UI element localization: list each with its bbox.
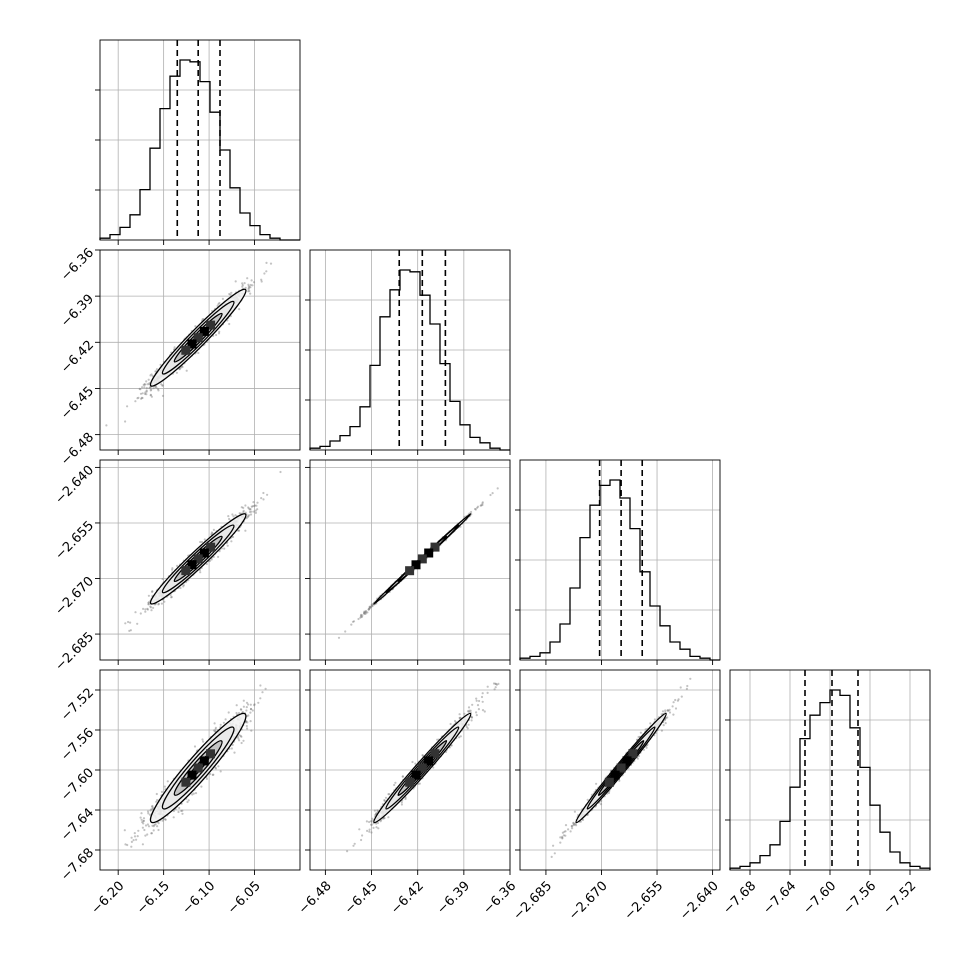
x-tick-label-p2: −2.640 bbox=[677, 879, 722, 924]
y-tick-label-p1: −6.42 bbox=[58, 338, 97, 377]
density-cells bbox=[604, 749, 638, 787]
density-cell bbox=[206, 320, 216, 330]
histogram-panel-p0 bbox=[95, 39, 301, 245]
density-cell bbox=[622, 756, 632, 766]
density-cell bbox=[430, 542, 440, 552]
density-cells bbox=[405, 749, 440, 787]
density-cell bbox=[411, 770, 421, 780]
x-tick-label-p1: −6.39 bbox=[434, 879, 473, 918]
density-cell bbox=[181, 566, 191, 576]
density-cell bbox=[604, 777, 614, 787]
x-tick-label-p1: −6.48 bbox=[296, 879, 335, 918]
y-tick-label-p2: −2.685 bbox=[52, 630, 97, 675]
panel-frame bbox=[99, 459, 301, 661]
density-cell bbox=[187, 339, 197, 349]
scatter-panel-p0-p3 bbox=[95, 669, 301, 875]
panel-frame bbox=[99, 249, 301, 451]
density-cell bbox=[199, 548, 209, 558]
x-tick-label-p3: −7.68 bbox=[720, 879, 759, 918]
x-tick-label-p2: −2.670 bbox=[566, 879, 611, 924]
y-tick-label-p2: −2.655 bbox=[52, 518, 97, 563]
scatter-panel-p1-p2 bbox=[305, 459, 511, 665]
density-cells bbox=[181, 542, 216, 576]
y-tick-label-p2: −2.670 bbox=[52, 574, 97, 619]
density-cell bbox=[181, 777, 191, 787]
density-cells bbox=[181, 320, 216, 355]
y-tick-label-p1: −6.39 bbox=[58, 292, 97, 331]
y-tick-label-p1: −6.36 bbox=[58, 245, 97, 284]
scatter-panel-p1-p3 bbox=[305, 669, 511, 875]
y-tick-label-p3: −7.52 bbox=[58, 685, 97, 724]
density-cell bbox=[610, 770, 620, 780]
x-tick-label-p0: −6.15 bbox=[134, 879, 173, 918]
y-tick-label-p1: −6.48 bbox=[58, 430, 97, 469]
histogram-bars bbox=[519, 479, 720, 661]
density-cell bbox=[199, 326, 209, 336]
scatter-panel-p2-p3 bbox=[515, 669, 721, 875]
histogram-bars bbox=[729, 689, 931, 870]
x-tick-label-p3: −7.64 bbox=[760, 879, 799, 918]
density-cell bbox=[417, 763, 427, 773]
y-tick-label-p3: −7.68 bbox=[58, 845, 97, 884]
density-cell bbox=[628, 749, 638, 759]
density-cell bbox=[417, 554, 427, 564]
x-tick-label-p3: −7.52 bbox=[880, 879, 919, 918]
density-cell bbox=[405, 566, 415, 576]
x-tick-label-p0: −6.20 bbox=[89, 879, 128, 918]
x-tick-label-p0: −6.10 bbox=[180, 879, 219, 918]
panel-frame bbox=[309, 459, 511, 661]
density-cell bbox=[193, 333, 203, 343]
histogram-panel-p2 bbox=[515, 459, 721, 665]
density-cells bbox=[181, 749, 215, 787]
density-cell bbox=[193, 554, 203, 564]
y-tick-label-p3: −7.56 bbox=[58, 725, 97, 764]
density-cell bbox=[187, 560, 197, 570]
density-cell bbox=[187, 770, 197, 780]
histogram-bars bbox=[309, 269, 510, 451]
x-tick-label-p2: −2.655 bbox=[622, 879, 667, 924]
density-cells bbox=[405, 542, 440, 576]
x-tick-label-p1: −6.42 bbox=[388, 879, 427, 918]
y-tick-label-p3: −7.64 bbox=[58, 805, 97, 844]
density-cell bbox=[424, 756, 434, 766]
density-cell bbox=[206, 542, 216, 552]
histogram-panel-p1 bbox=[305, 249, 511, 455]
x-tick-label-p2: −2.685 bbox=[511, 879, 556, 924]
density-cell bbox=[181, 345, 191, 355]
x-tick-label-p3: −7.60 bbox=[800, 879, 839, 918]
y-tick-label-p2: −2.640 bbox=[52, 463, 97, 508]
scatter-panel-p0-p2 bbox=[95, 459, 301, 665]
histogram-bars bbox=[99, 59, 300, 241]
density-cell bbox=[199, 756, 209, 766]
y-tick-label-p3: −7.60 bbox=[58, 765, 97, 804]
y-tick-label-p1: −6.45 bbox=[58, 384, 97, 423]
density-cell bbox=[405, 777, 415, 787]
density-cell bbox=[193, 763, 203, 773]
density-cell bbox=[424, 548, 434, 558]
scatter-panel-p0-p1 bbox=[95, 249, 301, 455]
density-cell bbox=[411, 560, 421, 570]
x-tick-label-p3: −7.56 bbox=[840, 879, 879, 918]
density-cell bbox=[430, 749, 440, 759]
density-cell bbox=[206, 749, 215, 759]
x-tick-label-p1: −6.45 bbox=[342, 879, 381, 918]
density-cell bbox=[616, 763, 626, 773]
histogram-panel-p3 bbox=[725, 669, 931, 875]
x-tick-label-p0: −6.05 bbox=[225, 879, 264, 918]
